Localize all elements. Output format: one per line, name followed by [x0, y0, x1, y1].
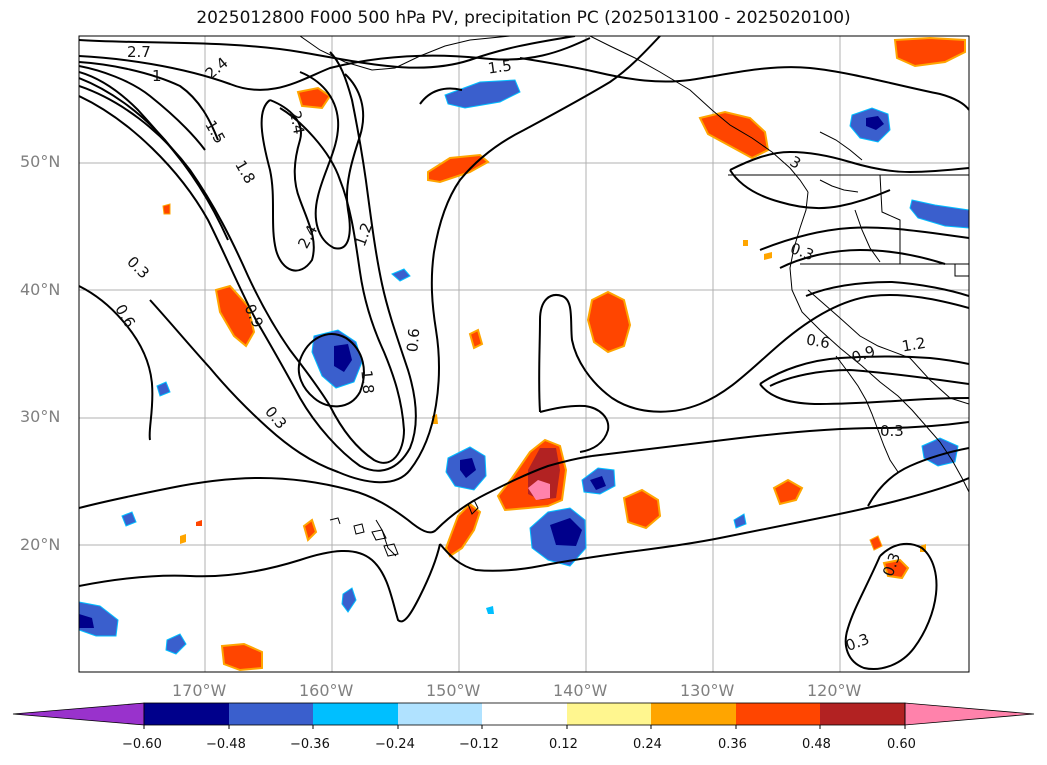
- lon-label-170w: 170°W: [172, 681, 227, 700]
- map-title: 2025012800 F000 500 hPa PV, precipitatio…: [196, 8, 851, 28]
- contour-label: 0.6: [403, 328, 423, 353]
- precip-pos-blob: [444, 502, 482, 558]
- precip-pos-blob: [586, 290, 632, 354]
- precip-pos-blob: [468, 328, 484, 350]
- hawaii-islands: [329, 499, 479, 557]
- precip-pos-blob: [698, 110, 770, 160]
- precip-neg-blob: [550, 518, 582, 546]
- colorbar-tick-label: 0.24: [633, 737, 662, 752]
- lat-label-40n: 40°N: [20, 280, 61, 299]
- colorbar-tick-label: 0.12: [549, 737, 578, 752]
- colorbar-tick-label: 0.48: [802, 737, 831, 752]
- contour-label: 1: [152, 67, 162, 85]
- precip-neg-blob: [866, 116, 884, 130]
- precip-neg-blob: [909, 199, 969, 229]
- colorbar-segment: [651, 703, 736, 725]
- lon-label-150w: 150°W: [426, 681, 481, 700]
- precip-neg-blob: [341, 587, 357, 613]
- precip-neg-blob: [391, 268, 411, 282]
- contour-label: 2.4: [286, 109, 308, 136]
- precip-pos-blob: [528, 480, 550, 500]
- precip-pos-blob: [893, 36, 966, 68]
- colorbar-tick-label: 0.60: [887, 737, 916, 752]
- colorbar-segment: [398, 703, 482, 725]
- precip-shading: [79, 36, 969, 672]
- colorbar-tick-label: 0.36: [718, 737, 747, 752]
- precip-neg-blob: [921, 437, 959, 467]
- precip-pos-blob: [180, 534, 186, 544]
- colorbar-extend-low: [12, 702, 145, 726]
- precip-neg-blob: [486, 606, 494, 614]
- colorbar-tick-label: −0.24: [375, 737, 415, 752]
- colorbar-segment: [736, 703, 820, 725]
- lat-label-30n: 30°N: [20, 407, 61, 426]
- contour-label: 1.2: [900, 334, 927, 356]
- precip-pos-blob: [427, 153, 490, 184]
- colorbar-tick-label: −0.36: [290, 737, 330, 752]
- precip-pos-blob: [869, 535, 883, 551]
- precip-pos-blob: [302, 518, 318, 542]
- precip-pos-blob: [196, 520, 202, 526]
- precip-pos-blob: [743, 240, 748, 246]
- lon-label-140w: 140°W: [553, 681, 608, 700]
- colorbar-segment: [482, 703, 567, 725]
- colorbar-segment: [820, 703, 905, 725]
- contour-label: 0.3: [880, 422, 904, 440]
- colorbar-segment: [313, 703, 398, 725]
- lon-label-120w: 120°W: [807, 681, 862, 700]
- map-frame: [78, 35, 970, 673]
- precip-neg-blob: [79, 614, 94, 628]
- colorbar-segment: [144, 703, 229, 725]
- colorbar: [12, 702, 1035, 729]
- precip-pos-blob: [162, 203, 171, 215]
- precip-neg-blob: [334, 344, 352, 372]
- precip-neg-blob: [733, 513, 747, 529]
- precip-neg-blob: [156, 381, 171, 397]
- precip-neg-blob: [444, 79, 521, 109]
- colorbar-segment: [567, 703, 651, 725]
- colorbar-extend-high: [904, 702, 1035, 726]
- precip-neg-blob: [165, 633, 187, 655]
- precip-pos-blob: [214, 284, 256, 348]
- contour-label: 1.8: [357, 369, 377, 394]
- contour-label: 0.6: [805, 330, 832, 352]
- contour-label: 2.7: [127, 43, 151, 61]
- precip-pos-blob: [220, 642, 263, 672]
- colorbar-tick-label: −0.48: [206, 737, 246, 752]
- map-background: [79, 36, 969, 672]
- precip-pos-blob: [764, 252, 772, 260]
- precip-neg-blob: [121, 511, 137, 527]
- precip-pos-blob: [622, 488, 662, 530]
- precip-neg-blob: [590, 476, 606, 490]
- colorbar-tick-label: −0.12: [459, 737, 499, 752]
- precip-pos-blob: [772, 478, 804, 506]
- precip-pos-blob: [296, 86, 332, 110]
- colorbar-tick-label: −0.60: [122, 737, 162, 752]
- precip-neg-blob: [460, 458, 476, 478]
- lat-label-20n: 20°N: [20, 535, 61, 554]
- lon-label-130w: 130°W: [680, 681, 735, 700]
- contour-label: 1.5: [487, 56, 513, 77]
- lon-label-160w: 160°W: [299, 681, 354, 700]
- precip-pos-blob: [882, 558, 910, 580]
- pv-contours: [79, 36, 969, 670]
- lat-label-50n: 50°N: [20, 152, 61, 171]
- colorbar-segment: [229, 703, 313, 725]
